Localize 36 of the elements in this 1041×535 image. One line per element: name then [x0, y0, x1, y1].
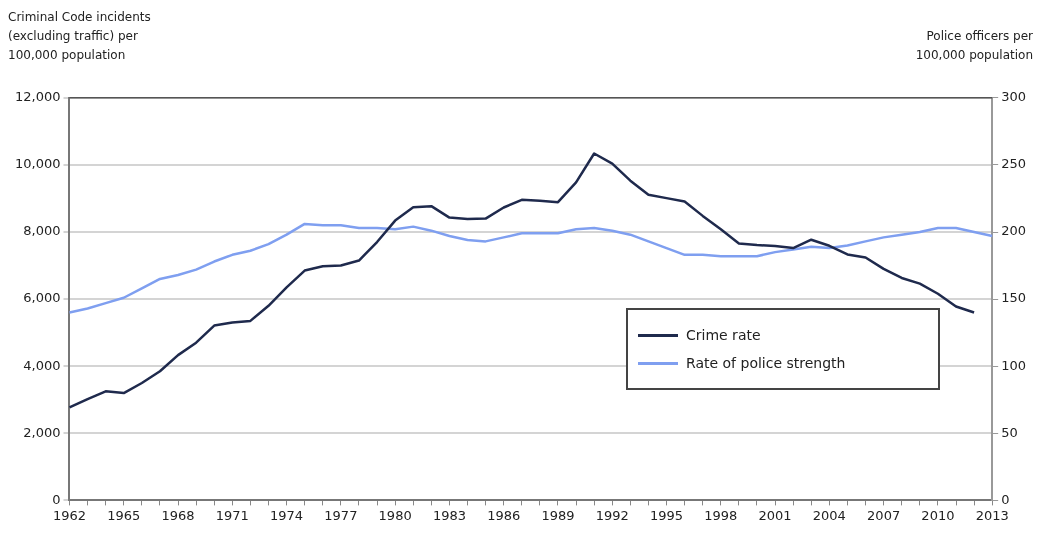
y-tick-label: 10,000: [14, 156, 61, 172]
y2-axis-title: Police officers per 100,000 population: [914, 28, 1033, 64]
legend-label: Crime rate: [686, 327, 761, 343]
x-tick-label: 1965: [107, 507, 141, 523]
x-tick-label: 2007: [867, 507, 901, 523]
x-tick-label: 1995: [649, 507, 684, 523]
y-axis-title: Criminal Code incidents (excluding traffic) per 100,000 population: [8, 9, 152, 64]
y2-tick-label: 100: [1001, 357, 1027, 373]
y2-tick-label: 150: [1001, 290, 1027, 306]
x-tick-label: 1962: [52, 507, 87, 523]
x-tick-label: 2001: [758, 507, 792, 523]
x-tick-label: 1980: [378, 507, 412, 523]
y-tick-label: 0: [52, 491, 61, 507]
x-tick-label: 2013: [975, 507, 1009, 523]
x-tick-label: 1977: [324, 507, 358, 523]
y-tick-label: 4,000: [23, 357, 61, 373]
y-tick-label: 2,000: [23, 424, 61, 440]
x-tick-label: 1992: [595, 507, 629, 523]
y2-tick-label: 0: [1001, 491, 1010, 507]
x-tick-label: 1989: [541, 507, 575, 523]
y-tick-label: 12,000: [14, 89, 61, 105]
y2-tick-label: 250: [1001, 156, 1027, 172]
x-tick-label: 1998: [704, 507, 738, 523]
x-tick-label: 1974: [270, 507, 304, 523]
y-tick-label: 8,000: [23, 223, 61, 239]
x-tick-label: 1971: [215, 507, 249, 523]
y2-tick-label: 300: [1001, 89, 1027, 105]
x-tick-label: 1968: [161, 507, 195, 523]
legend-label: Rate of police strength: [686, 355, 846, 371]
x-tick-label: 1986: [487, 507, 521, 523]
y2-tick-label: 50: [1001, 424, 1018, 440]
y-tick-label: 6,000: [23, 290, 61, 306]
y2-tick-label: 200: [1001, 223, 1027, 239]
x-tick-label: 1983: [432, 507, 466, 523]
x-tick-label: 2004: [812, 507, 846, 523]
x-tick-label: 2010: [921, 507, 955, 523]
